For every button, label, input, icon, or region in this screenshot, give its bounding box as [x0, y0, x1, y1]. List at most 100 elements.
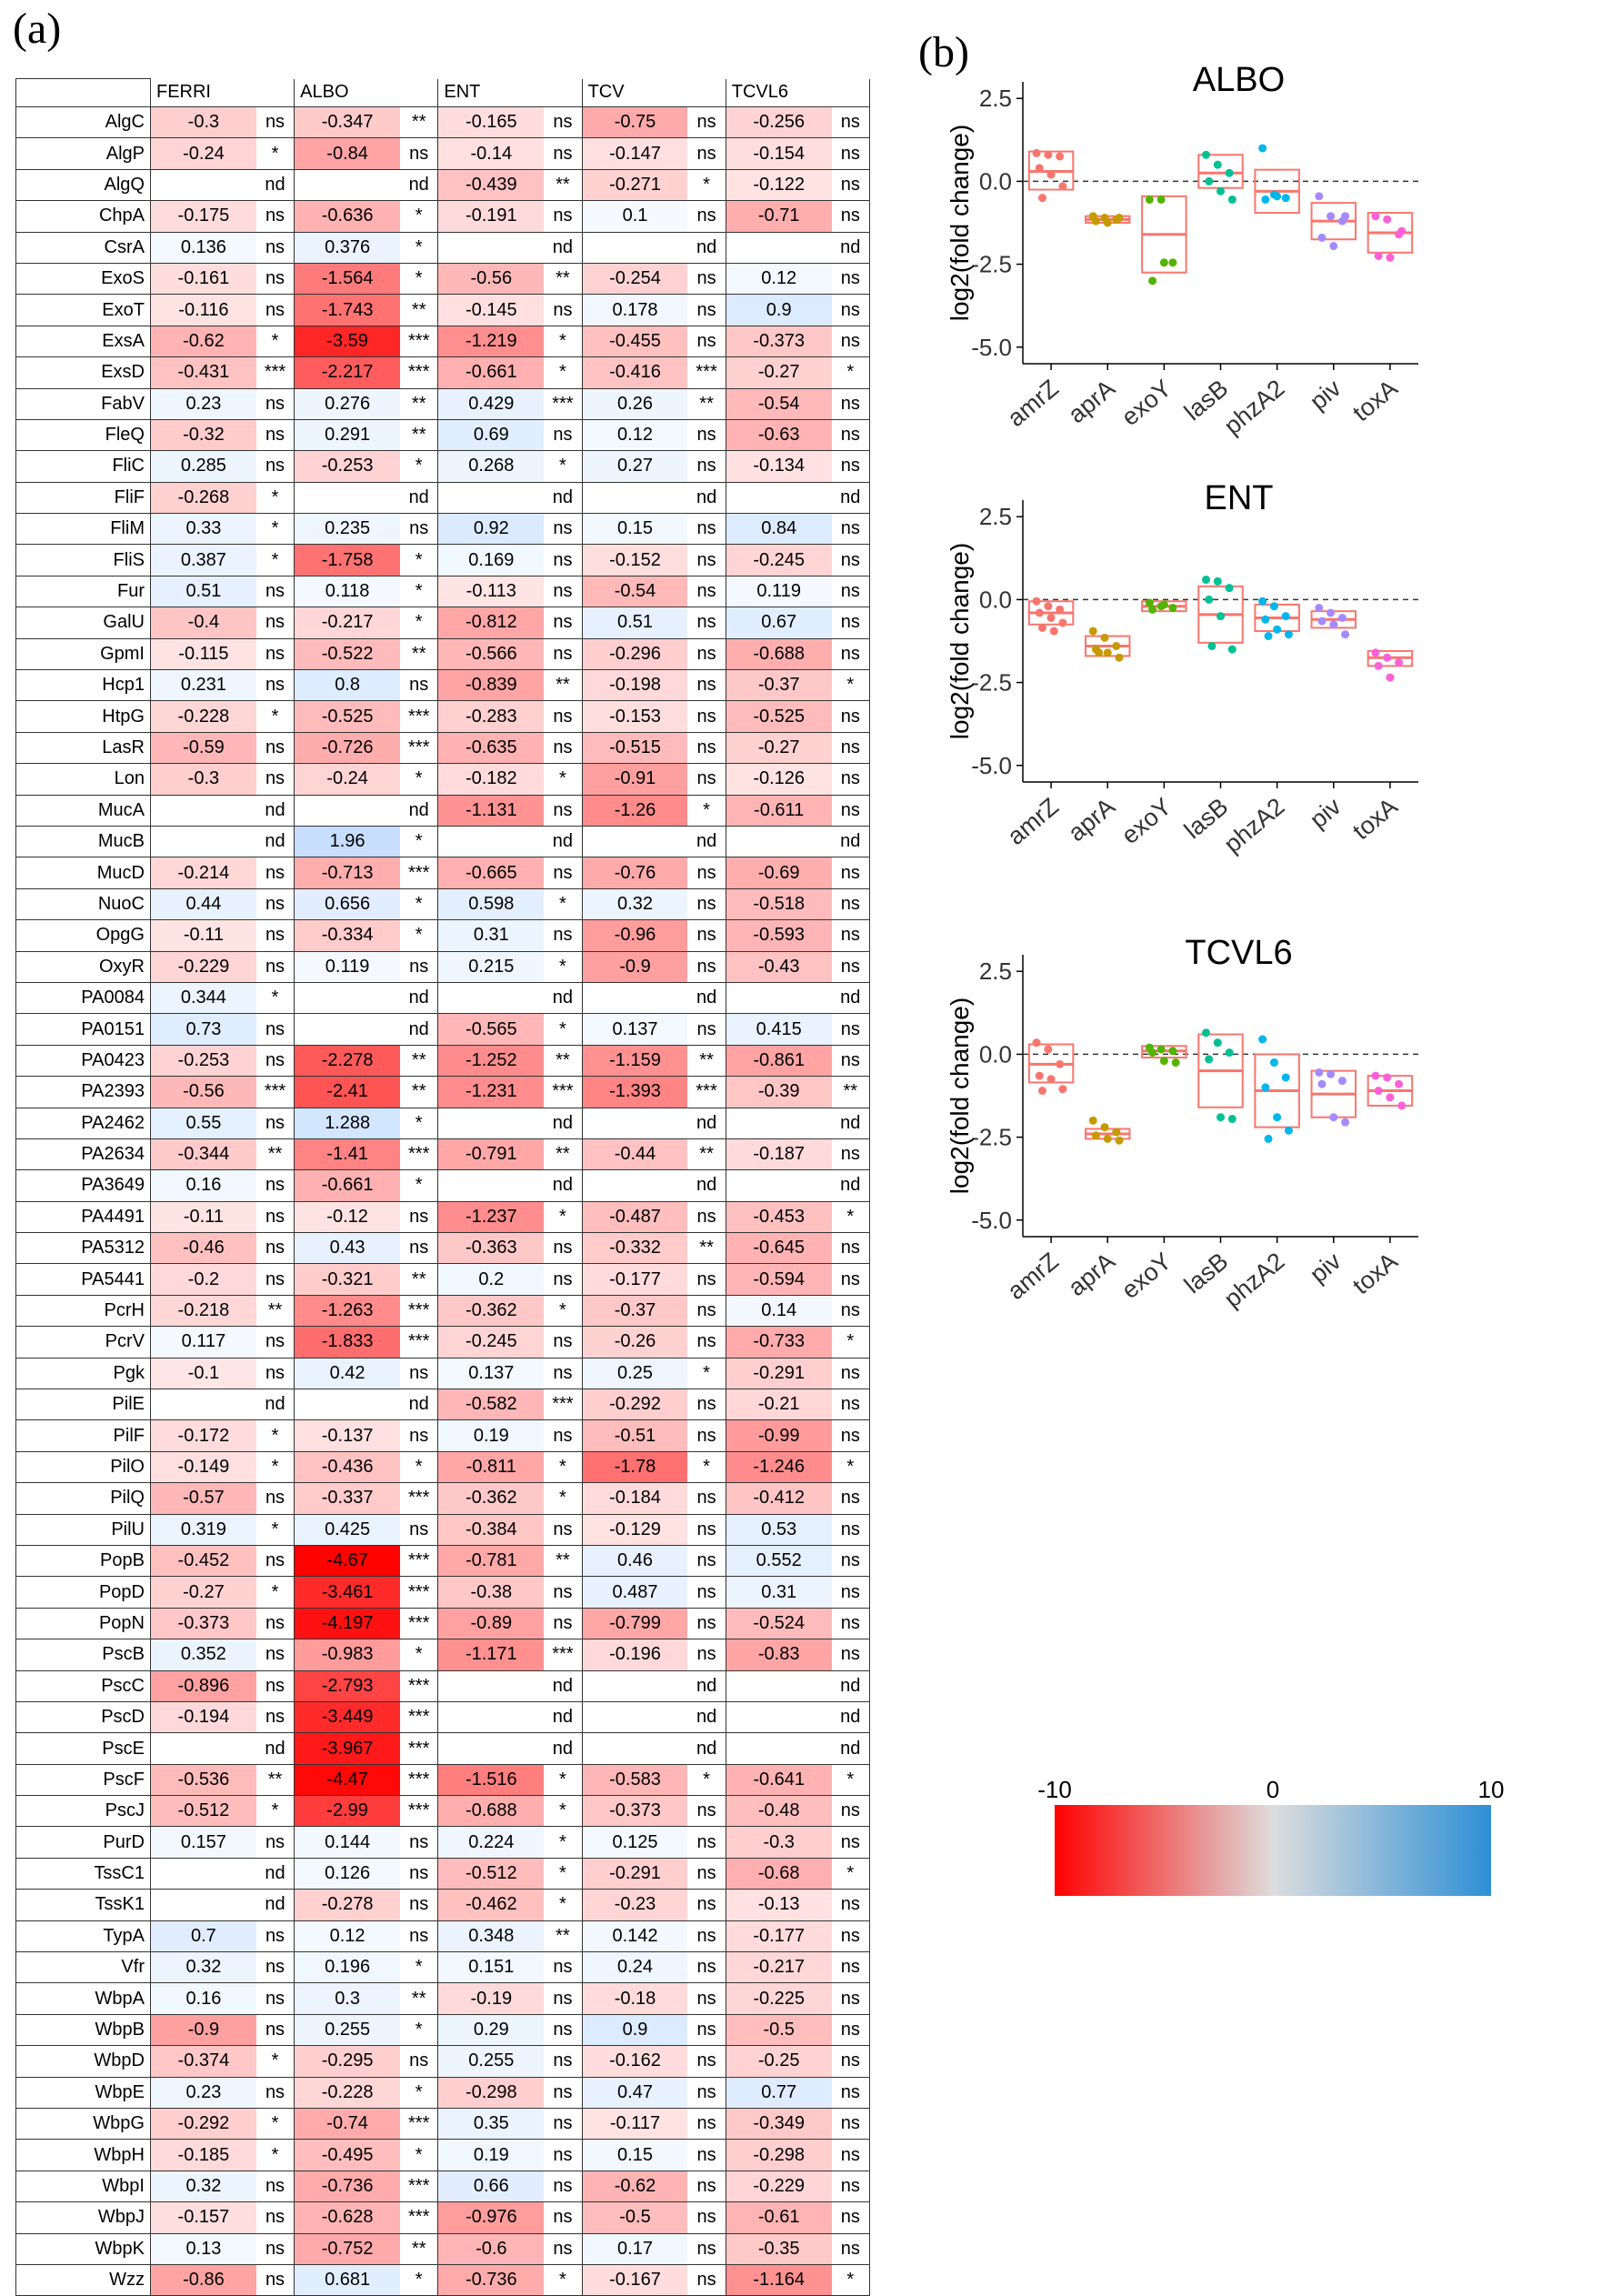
significance-cell: ns [544, 1608, 583, 1639]
significance-cell: ns [544, 200, 583, 233]
significance-cell: ns [831, 2233, 870, 2265]
fold-value-cell: -0.21 [726, 1389, 832, 1420]
significance-cell: ns [255, 419, 295, 451]
data-point [1395, 658, 1404, 667]
data-point [1397, 1101, 1407, 1110]
data-point [1032, 597, 1041, 606]
fold-value-cell [438, 1670, 544, 1701]
gene-name: PcrH [15, 1294, 151, 1328]
significance-cell: *** [687, 356, 726, 389]
significance-cell: ns [255, 951, 295, 983]
data-point [1225, 584, 1234, 593]
fold-value-cell: -0.436 [294, 1451, 401, 1483]
significance-cell: *** [400, 1732, 439, 1765]
fold-value-cell [582, 232, 687, 263]
colorbar-max-label: 10 [1478, 1778, 1505, 1803]
column-header: ALBO [294, 78, 439, 107]
y-tick-label: 2.5 [979, 85, 1012, 112]
significance-cell: ns [687, 638, 726, 670]
fold-value-cell: -0.75 [582, 106, 688, 138]
fold-value-cell: 1.288 [294, 1108, 401, 1139]
data-point [1044, 602, 1053, 611]
significance-cell: ns [255, 1482, 295, 1515]
significance-cell: ns [831, 1013, 870, 1046]
data-point [1058, 1085, 1067, 1094]
fold-value-cell: -0.453 [726, 1201, 832, 1233]
fold-value-cell: -0.149 [150, 1451, 256, 1483]
gene-name: PA0151 [15, 1013, 151, 1046]
y-axis-label: log2(fold change) [946, 125, 974, 321]
significance-cell: ns [255, 1982, 295, 2015]
data-point [1112, 1128, 1121, 1137]
fold-value-cell: 0.137 [582, 1013, 688, 1046]
fold-value-cell [295, 795, 400, 826]
data-point [1217, 186, 1225, 196]
gene-name: TssK1 [15, 1889, 151, 1921]
fold-value-cell: 0.77 [726, 2077, 832, 2109]
significance-cell: * [255, 326, 295, 357]
data-point [1317, 1079, 1327, 1088]
fold-value-cell: -0.291 [582, 1858, 688, 1890]
significance-cell: ns [831, 1889, 870, 1921]
data-point [1281, 1073, 1290, 1082]
fold-value-cell: 0.196 [294, 1951, 401, 1983]
fold-value-cell [582, 1170, 687, 1201]
significance-cell: ns [687, 1639, 726, 1671]
significance-cell: * [400, 2264, 439, 2296]
table-row: ChpA -0.175 ns -0.636 * -0.191 ns 0.1 ns -0.71 ns [15, 200, 870, 233]
fold-value-cell: -0.522 [294, 638, 401, 670]
boxplot-panel: ALBO 2.5 0.0 -2.5 -5.0 log2(fold change) amrZ a… [946, 61, 1418, 440]
significance-cell: ns [255, 1169, 295, 1202]
significance-cell: * [400, 576, 439, 607]
significance-cell: nd [687, 232, 726, 264]
fold-value-cell: -0.214 [150, 857, 256, 889]
fold-value-cell: -0.291 [726, 1358, 832, 1389]
gene-name: AlgC [15, 105, 151, 139]
significance-cell: ns [255, 200, 295, 233]
table-row: GpmI -0.115 ns -0.522 ** -0.566 ns -0.296 ns -0.6… [15, 637, 870, 671]
table-row: WbpD -0.374 * -0.295 ns 0.255 ns -0.162 ns -0.25 n… [15, 2045, 870, 2078]
fold-value-cell: 0.425 [294, 1514, 401, 1546]
fold-value-cell: -0.74 [294, 2108, 401, 2140]
significance-cell: ns [687, 137, 726, 170]
gene-name: NuoC [15, 887, 151, 921]
fold-value-cell: -1.26 [582, 795, 688, 827]
data-point [1227, 195, 1237, 204]
x-tick-label: exoY [1116, 1248, 1176, 1305]
fold-value-cell: 0.51 [150, 576, 256, 607]
significance-cell: ** [544, 1545, 583, 1577]
fold-value-cell: -0.54 [726, 388, 832, 420]
significance-cell: ns [544, 2014, 583, 2046]
fold-value-cell [726, 1733, 831, 1764]
fold-value-cell: -0.76 [582, 857, 688, 889]
x-tick-label: piv [1305, 792, 1347, 833]
gene-name: PA2462 [15, 1107, 151, 1139]
fold-value-cell: -0.3 [150, 763, 256, 796]
data-point [1341, 212, 1350, 221]
data-point [1103, 218, 1112, 227]
fold-value-cell: -0.161 [150, 263, 256, 295]
significance-cell: ns [544, 419, 583, 451]
significance-cell: *** [687, 1076, 726, 1108]
significance-cell: nd [255, 169, 295, 201]
gene-name: PscJ [15, 1795, 151, 1828]
data-point [1213, 577, 1222, 586]
fold-value-cell [150, 1890, 255, 1920]
fold-value-cell: -0.583 [582, 1764, 688, 1796]
significance-cell: ns [831, 576, 870, 607]
fold-value-cell: -0.68 [726, 1858, 832, 1890]
fold-value-cell: 1.96 [294, 826, 401, 857]
significance-cell: nd [544, 1701, 583, 1733]
significance-cell: nd [687, 1701, 726, 1733]
significance-cell: ns [255, 2201, 295, 2234]
fold-value-cell: 0.12 [726, 263, 832, 295]
x-tick-label: aprA [1063, 1248, 1120, 1302]
fold-value-cell: -0.412 [726, 1482, 832, 1515]
significance-cell: ns [831, 2077, 870, 2109]
fold-value-cell: -0.13 [726, 1889, 832, 1921]
significance-cell: *** [400, 1701, 439, 1733]
fold-value-cell: 0.24 [582, 1951, 688, 1983]
fold-value-cell: 0.12 [294, 1920, 401, 1952]
data-point [1046, 1075, 1056, 1084]
fold-value-cell: -0.51 [582, 1419, 688, 1452]
